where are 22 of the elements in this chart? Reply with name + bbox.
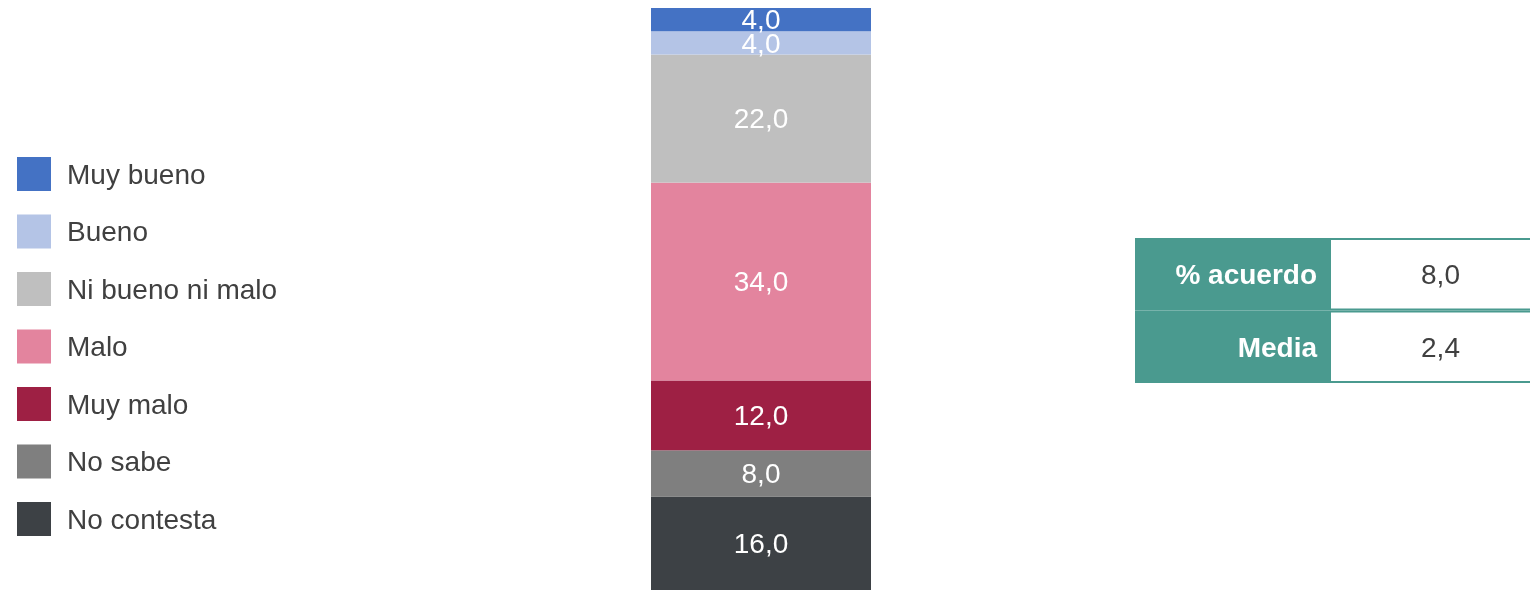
legend-label: No contesta xyxy=(67,503,217,535)
legend-label: Malo xyxy=(67,331,128,363)
legend-label: Muy malo xyxy=(67,388,189,420)
bar xyxy=(651,182,871,381)
legend-label: Bueno xyxy=(67,216,148,248)
bar xyxy=(651,450,871,497)
bar xyxy=(651,8,871,32)
data-label: 22,0 xyxy=(733,103,789,135)
text: 8,0 xyxy=(1421,259,1460,291)
bar xyxy=(651,496,871,590)
data-label: 16,0 xyxy=(733,528,789,560)
data-label: 8,0 xyxy=(741,458,781,490)
bar xyxy=(651,380,871,451)
text: 2,4 xyxy=(1421,331,1460,363)
data-label: 12,0 xyxy=(733,400,789,432)
category-label: Media xyxy=(1237,331,1318,363)
category-label: % acuerdo xyxy=(1175,259,1317,291)
legend-label: Ni bueno ni malo xyxy=(67,273,278,305)
data-label: 34,0 xyxy=(733,266,789,298)
legend-label: Muy bueno xyxy=(67,158,206,190)
bar xyxy=(651,31,871,55)
legend-label: No sabe xyxy=(67,446,172,478)
